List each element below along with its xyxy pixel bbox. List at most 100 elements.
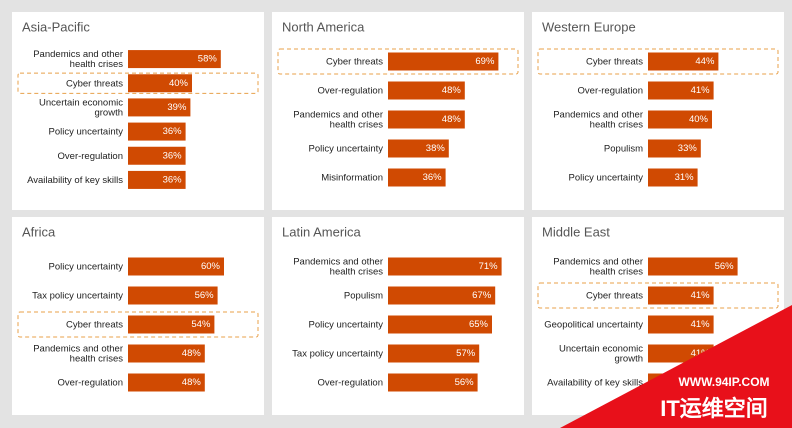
category-label: Cyber threats xyxy=(66,319,123,330)
value-label: 57% xyxy=(456,348,476,359)
value-label: 41% xyxy=(691,348,711,359)
bar xyxy=(388,168,446,187)
value-label: 48% xyxy=(442,114,462,125)
bar xyxy=(388,81,465,100)
value-label: 31% xyxy=(675,172,695,183)
bar xyxy=(648,168,698,187)
category-label: Pandemics and other health crises xyxy=(553,109,643,130)
value-label: 41% xyxy=(691,319,711,330)
category-label: Populism xyxy=(604,143,643,154)
watermark-text: IT运维空间 xyxy=(660,396,768,421)
bar xyxy=(388,110,465,129)
category-label: Pandemics and other health crises xyxy=(33,49,123,70)
bar xyxy=(648,81,714,100)
bar xyxy=(128,122,186,141)
panel-title: Western Europe xyxy=(542,19,636,34)
panel: Africa Policy uncertainty 60% Tax policy un… xyxy=(12,217,264,415)
bar xyxy=(648,286,714,305)
category-label: Uncertain economic growth xyxy=(39,97,123,118)
value-label: 56% xyxy=(195,290,215,301)
value-label: 48% xyxy=(182,377,202,388)
highlight-box xyxy=(17,311,259,338)
value-label: 39% xyxy=(167,102,187,113)
value-label: 54% xyxy=(191,319,211,330)
category-label: Uncertain economic growth xyxy=(559,343,643,364)
panel-title: North America xyxy=(282,19,365,34)
panel-title: Latin America xyxy=(282,224,362,239)
bar xyxy=(648,315,714,334)
bar xyxy=(388,139,449,158)
bar xyxy=(648,139,701,158)
value-label: 41% xyxy=(691,85,711,96)
panel-title: Middle East xyxy=(542,224,610,239)
category-label: Cyber threats xyxy=(326,56,383,67)
bar xyxy=(388,52,499,71)
category-label: Policy uncertainty xyxy=(309,319,384,330)
bar xyxy=(128,257,224,276)
value-label: 40% xyxy=(689,114,709,125)
category-label: Pandemics and other health crises xyxy=(553,256,643,277)
panel-title: Africa xyxy=(22,224,56,239)
highlight-box xyxy=(17,72,259,94)
panel: Asia-Pacific Pandemics and other health cr… xyxy=(12,12,264,210)
category-label: Policy uncertainty xyxy=(569,172,644,183)
category-label: Over-regulation xyxy=(578,85,643,96)
value-label: 60% xyxy=(201,261,221,272)
bar xyxy=(128,98,191,117)
value-label: 36% xyxy=(163,174,183,185)
value-label: 38% xyxy=(426,143,446,154)
category-label: Over-regulation xyxy=(58,377,123,388)
bar xyxy=(648,52,719,71)
value-label: 65% xyxy=(469,319,489,330)
bar xyxy=(388,315,492,334)
bar xyxy=(388,373,478,392)
bar xyxy=(128,170,186,189)
bar xyxy=(128,344,205,363)
category-label: Policy uncertainty xyxy=(49,261,124,272)
value-label: 44% xyxy=(695,56,715,67)
value-label: 48% xyxy=(442,85,462,96)
value-label: 56% xyxy=(715,261,735,272)
category-label: Tax policy uncertainty xyxy=(32,290,123,301)
category-label: Populism xyxy=(344,290,383,301)
value-label: 36% xyxy=(163,126,183,137)
value-label: 67% xyxy=(472,290,492,301)
panel-title: Asia-Pacific xyxy=(22,19,90,34)
bar xyxy=(388,286,496,305)
category-label: Policy uncertainty xyxy=(49,126,124,137)
value-label: 69% xyxy=(475,56,495,67)
panel: North America Cyber threats 69% Over-regula… xyxy=(272,12,524,210)
value-label: 41% xyxy=(691,290,711,301)
panel: Latin America Pandemics and other health c… xyxy=(272,217,524,415)
value-label: 40% xyxy=(169,78,189,89)
category-label: Cyber threats xyxy=(586,56,643,67)
category-label: Availability of key skills xyxy=(27,174,123,185)
value-label: 48% xyxy=(182,348,202,359)
bar xyxy=(128,373,205,392)
category-label: Policy uncertainty xyxy=(309,143,384,154)
highlight-box xyxy=(537,282,779,309)
panel: Western Europe Cyber threats 44% Over-regul… xyxy=(532,12,784,210)
value-label: 58% xyxy=(198,54,218,65)
category-label: Tax policy uncertainty xyxy=(292,348,383,359)
bar xyxy=(388,344,480,363)
category-label: Over-regulation xyxy=(318,377,383,388)
category-label: Misinformation xyxy=(321,172,383,183)
bar xyxy=(388,257,502,276)
value-label: 71% xyxy=(479,261,499,272)
watermark-url: WWW.94IP.COM xyxy=(678,375,769,389)
bar xyxy=(648,257,738,276)
value-label: 56% xyxy=(455,377,475,388)
bar xyxy=(128,286,218,305)
watermark-triangle xyxy=(560,305,792,428)
highlight-box xyxy=(537,48,779,75)
value-label: 33% xyxy=(678,143,698,154)
bar xyxy=(128,315,215,334)
category-label: Cyber threats xyxy=(66,78,123,89)
category-label: Over-regulation xyxy=(58,150,123,161)
bar xyxy=(128,146,186,165)
bar xyxy=(128,74,192,93)
category-label: Pandemics and other health crises xyxy=(33,343,123,364)
category-label: Over-regulation xyxy=(318,85,383,96)
